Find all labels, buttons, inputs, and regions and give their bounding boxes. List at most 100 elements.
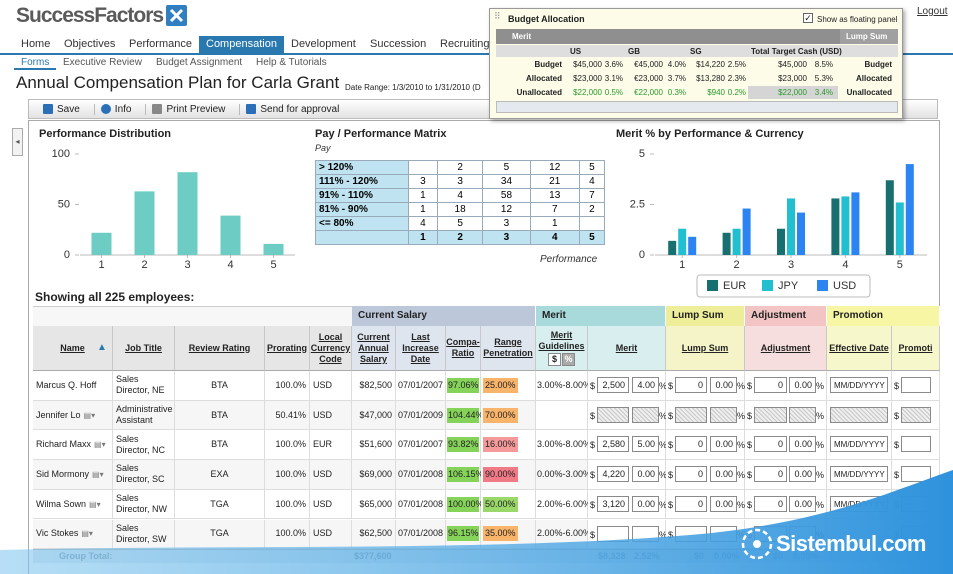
amount-input[interactable]: 0 <box>754 495 787 512</box>
toolbar-button[interactable]: Print Preview <box>145 103 225 115</box>
column-header[interactable]: Current Annual Salary <box>352 326 396 371</box>
toolbar-button[interactable]: Save <box>37 104 80 115</box>
column-header[interactable]: Last Increase Date <box>396 326 446 371</box>
promotion-input[interactable] <box>901 377 931 393</box>
column-header[interactable]: Merit <box>588 326 666 371</box>
panel-lump-label: Allocated <box>855 74 892 83</box>
panel-scroll[interactable] <box>496 101 898 113</box>
nav-tab[interactable]: Objectives <box>64 38 116 50</box>
column-header[interactable]: Local Currency Code <box>310 326 352 371</box>
column-header[interactable]: Adjustment <box>745 326 827 371</box>
promotion-input[interactable] <box>901 466 931 483</box>
toolbar-button[interactable]: Info <box>93 103 131 115</box>
grid-cell: TGA <box>175 519 265 550</box>
percent-input[interactable]: 0.00 <box>710 495 737 512</box>
amount-input[interactable]: 4,220 <box>597 466 629 483</box>
date-input[interactable] <box>830 406 888 423</box>
percent-symbol: % <box>737 381 746 391</box>
column-header[interactable]: Effective Date <box>827 326 892 371</box>
percent-input[interactable]: 0.00 <box>710 466 737 483</box>
nav-tab[interactable]: Compensation <box>199 36 284 53</box>
percent-input[interactable] <box>632 525 659 542</box>
date-range: Date Range: 1/3/2010 to 1/31/2010 (D <box>345 83 481 92</box>
logout[interactable]: Logout <box>917 6 948 17</box>
guideline-toggle[interactable]: $ <box>548 353 561 366</box>
column-header[interactable]: Range Penetration <box>481 326 536 371</box>
amount-input[interactable]: 0 <box>675 436 707 453</box>
percent-input[interactable] <box>632 406 659 423</box>
column-header[interactable]: Review Rating <box>175 326 265 371</box>
amount-input[interactable]: 0 <box>675 495 707 512</box>
date-input[interactable]: MM/DD/YYYY <box>830 436 888 453</box>
cell-text: Vic Stokes <box>36 528 79 539</box>
column-header[interactable]: Prorating <box>265 326 310 371</box>
nav-tab[interactable]: Home <box>21 38 51 50</box>
percent-input[interactable] <box>710 525 737 542</box>
bar <box>905 164 914 255</box>
amount-input[interactable]: 3,120 <box>597 495 629 512</box>
amount-input[interactable]: 0 <box>675 377 707 393</box>
column-header[interactable]: Job Title <box>113 326 175 371</box>
amount-input[interactable] <box>675 525 707 542</box>
column-header[interactable]: Promoti <box>892 326 940 371</box>
promotion-input[interactable] <box>901 436 931 453</box>
panel-cell: $940 <box>707 88 725 97</box>
amount-input[interactable]: 0 <box>754 436 787 453</box>
subnav-tab[interactable]: Forms <box>14 57 57 70</box>
amount-input[interactable]: 2,500 <box>597 377 629 393</box>
amount-input[interactable] <box>597 406 629 423</box>
grid-cell: $% <box>666 519 745 550</box>
promotion-input[interactable] <box>901 406 931 423</box>
amount-input[interactable]: 0 <box>754 466 787 483</box>
percent-input[interactable]: 0.00 <box>789 495 816 512</box>
percent-input[interactable]: 0.00 <box>632 495 659 512</box>
person-icon: ▤▾ <box>92 469 104 479</box>
person-icon: ▤▾ <box>94 440 106 450</box>
column-header[interactable]: Name ▲ <box>33 326 113 371</box>
grid-cell: EXA <box>175 460 265 490</box>
column-header[interactable]: Merit Guidelines $% <box>536 326 588 371</box>
grid-cell: $% <box>588 519 667 550</box>
percent-input[interactable] <box>710 406 737 423</box>
grid-cell: MM/DD/YYYY <box>827 489 892 520</box>
percent-input[interactable]: 0.00 <box>710 436 737 453</box>
amount-input[interactable] <box>675 406 707 423</box>
date-input[interactable]: MM/DD/YYYY <box>830 377 888 393</box>
nav-tab[interactable]: Performance <box>129 38 192 50</box>
checkbox[interactable]: ✓ <box>803 13 813 23</box>
percent-input[interactable]: 0.00 <box>789 436 816 453</box>
matrix-cell <box>578 216 606 231</box>
promotion-input[interactable] <box>901 495 931 512</box>
column-header[interactable]: Lump Sum <box>666 326 745 371</box>
percent-input[interactable]: 0.00 <box>789 466 816 483</box>
grid-cell: Sales Director, SW <box>113 519 175 550</box>
subnav-tab[interactable]: Help & Tutorials <box>256 57 327 68</box>
cell-text: Sales Director, NW <box>116 493 168 515</box>
subnav-tab[interactable]: Budget Assignment <box>156 57 243 68</box>
toolbar-button[interactable]: Send for approval <box>239 103 339 115</box>
nav-tab[interactable]: Succession <box>370 38 427 50</box>
amount-input[interactable] <box>754 406 787 423</box>
side-tab[interactable]: ◂ <box>12 128 23 156</box>
percent-input[interactable]: 0.00 <box>632 466 659 483</box>
toolbar-label: Save <box>57 103 80 115</box>
total-value: Group Total: <box>59 551 113 562</box>
panel-cell: $23,000 <box>573 74 602 83</box>
subnav-tab[interactable]: Executive Review <box>63 57 142 68</box>
amount-input[interactable]: 0 <box>675 466 707 483</box>
guideline-toggle[interactable]: % <box>562 353 575 366</box>
percent-input[interactable]: 0.00 <box>710 377 737 393</box>
percent-input[interactable]: 4.00 <box>632 377 659 393</box>
date-input[interactable]: MM/DD/YYYY <box>830 495 888 512</box>
cell-text: Sales Director, SW <box>116 522 167 544</box>
column-header[interactable]: Compa-Ratio <box>446 326 481 371</box>
date-input[interactable]: MM/DD/YYYY <box>830 466 888 483</box>
amount-input[interactable] <box>597 525 629 542</box>
percent-input[interactable] <box>789 406 816 423</box>
nav-tab[interactable]: Recruiting <box>440 38 490 50</box>
percent-input[interactable]: 5.00 <box>632 436 659 453</box>
amount-input[interactable]: 0 <box>754 377 787 393</box>
nav-tab[interactable]: Development <box>291 38 356 50</box>
percent-input[interactable]: 0.00 <box>789 377 816 393</box>
amount-input[interactable]: 2,580 <box>597 436 629 453</box>
